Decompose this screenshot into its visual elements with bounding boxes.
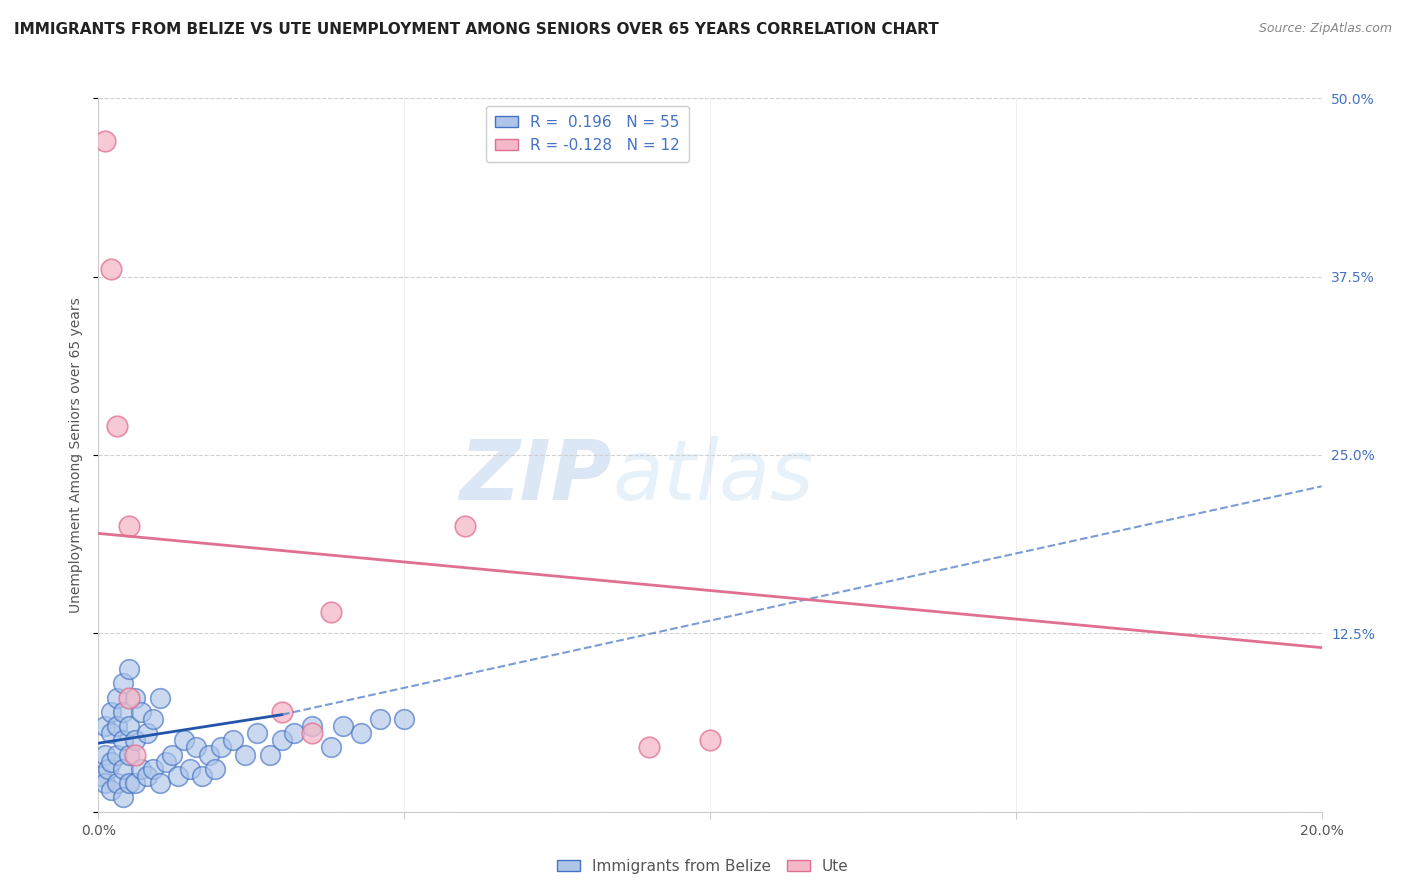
Point (142, 762, 165, 776)
Point (136, 769, 159, 783)
Point (301, 726, 323, 740)
Point (179, 762, 201, 776)
Point (319, 605, 342, 619)
Point (233, 747, 256, 762)
Point (350, 726, 373, 740)
Point (111, 790, 134, 805)
Point (142, 712, 165, 726)
Point (118, 519, 141, 533)
Point (301, 719, 323, 733)
Point (90, 769, 112, 783)
Text: Source: ZipAtlas.com: Source: ZipAtlas.com (1258, 22, 1392, 36)
Point (105, 776, 128, 790)
Point (100, 262, 122, 277)
Point (97, 762, 120, 776)
Point (105, 747, 128, 762)
Point (124, 690, 146, 705)
Point (118, 776, 141, 790)
Point (93, 719, 115, 733)
Legend: R =  0.196   N = 55, R = -0.128   N = 12: R = 0.196 N = 55, R = -0.128 N = 12 (486, 106, 689, 161)
Point (222, 733, 245, 747)
Point (167, 769, 190, 783)
Point (155, 755, 177, 769)
Point (124, 747, 146, 762)
Point (197, 747, 219, 762)
Point (186, 740, 208, 755)
Point (209, 740, 232, 755)
Point (129, 762, 152, 776)
Text: ZIP: ZIP (460, 436, 612, 516)
Point (392, 712, 416, 726)
Point (270, 733, 292, 747)
Point (105, 719, 128, 733)
Point (118, 747, 141, 762)
Point (129, 705, 152, 719)
Point (124, 733, 146, 747)
Point (149, 776, 172, 790)
Point (283, 726, 305, 740)
Legend: Immigrants from Belize, Ute: Immigrants from Belize, Ute (551, 853, 855, 880)
Point (100, 726, 122, 740)
Point (259, 747, 281, 762)
Point (368, 712, 391, 726)
Point (149, 690, 172, 705)
Point (173, 733, 195, 747)
Point (111, 705, 134, 719)
Text: IMMIGRANTS FROM BELIZE VS UTE UNEMPLOYMENT AMONG SENIORS OVER 65 YEARS CORRELATI: IMMIGRANTS FROM BELIZE VS UTE UNEMPLOYME… (14, 22, 939, 37)
Y-axis label: Unemployment Among Seniors over 65 years: Unemployment Among Seniors over 65 years (69, 297, 83, 613)
Point (105, 419, 128, 434)
Point (93, 134, 115, 148)
Point (118, 690, 141, 705)
Point (111, 762, 134, 776)
Point (699, 733, 721, 747)
Point (111, 676, 134, 690)
Point (319, 740, 342, 755)
Text: atlas: atlas (612, 436, 814, 516)
Point (332, 719, 354, 733)
Point (124, 776, 146, 790)
Point (191, 769, 214, 783)
Point (160, 747, 183, 762)
Point (118, 662, 141, 676)
Point (136, 726, 159, 740)
Point (270, 705, 292, 719)
Point (111, 733, 134, 747)
Point (100, 705, 122, 719)
Point (118, 719, 141, 733)
Point (454, 519, 477, 533)
Point (100, 783, 122, 797)
Point (204, 762, 226, 776)
Point (93, 776, 115, 790)
Point (246, 726, 269, 740)
Point (100, 755, 122, 769)
Point (637, 740, 661, 755)
Point (105, 690, 128, 705)
Point (93, 747, 115, 762)
